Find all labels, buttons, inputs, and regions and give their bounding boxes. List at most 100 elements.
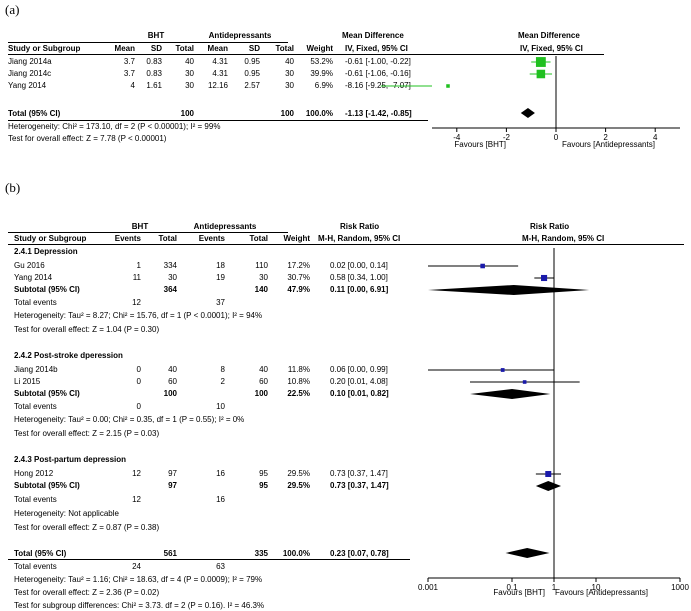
subtotal-diamond xyxy=(428,285,590,295)
study-square xyxy=(446,84,450,88)
study-name: Gu 2016 xyxy=(14,261,45,270)
cell: 0.83 xyxy=(146,57,162,66)
subtotal-label: Subtotal (95% CI) xyxy=(14,481,80,490)
cell: 2 xyxy=(220,377,225,386)
heterogeneity-text: Heterogeneity: Chi² = 173.10, df = 2 (P … xyxy=(8,122,221,131)
cell: -1.13 [-1.42, -0.85] xyxy=(345,109,412,118)
cell: 11 xyxy=(132,273,141,282)
x-tick-label: 0 xyxy=(554,133,559,142)
rr-method-header: M-H, Random, 95% CI xyxy=(318,234,401,243)
cell: 97 xyxy=(168,481,177,490)
overall-effect-text: Test for overall effect: Z = 1.04 (P = 0… xyxy=(14,325,160,334)
cell: 100 xyxy=(163,389,177,398)
study-square xyxy=(545,471,552,477)
cell: 0.73 [0.37, 1.47] xyxy=(330,481,389,490)
cell: 1.61 xyxy=(146,81,162,90)
cell: -8.16 [-9.25, -7.07] xyxy=(345,81,411,90)
cell: 0.20 [0.01, 4.08] xyxy=(330,377,388,386)
group1-header: BHT xyxy=(147,31,165,40)
cell: 10.8% xyxy=(287,377,310,386)
cell: 24 xyxy=(132,562,141,571)
cell: 0.95 xyxy=(244,69,260,78)
cell: 4.31 xyxy=(212,69,228,78)
events-label: Total events xyxy=(14,495,57,504)
cell: 19 xyxy=(216,273,225,282)
study-square xyxy=(535,57,546,67)
subtotal-diamond xyxy=(535,481,562,491)
cell: 12 xyxy=(132,495,141,504)
cell: 30 xyxy=(168,273,177,282)
study-name: Yang 2014 xyxy=(14,273,53,282)
weight-header: Weight xyxy=(283,234,310,243)
cell: 60 xyxy=(168,377,177,386)
cell: 30 xyxy=(259,273,268,282)
x-tick-label: 4 xyxy=(653,133,658,142)
cell: 39.9% xyxy=(310,69,333,78)
cell: 29.5% xyxy=(287,469,310,478)
cell: 0.02 [0.00, 0.14] xyxy=(330,261,388,270)
heterogeneity-text: Heterogeneity: Tau² = 1.16; Chi² = 18.63… xyxy=(14,575,263,584)
cell: 0.10 [0.01, 0.82] xyxy=(330,389,389,398)
x-tick-label: 2 xyxy=(603,133,608,142)
cell: 110 xyxy=(255,261,268,270)
cell: 0 xyxy=(136,365,141,374)
rr-col-header: Risk Ratio xyxy=(340,222,380,231)
cell: 63 xyxy=(216,562,225,571)
subtotal-label: Subtotal (95% CI) xyxy=(14,285,80,294)
x-tick-label: 1000 xyxy=(671,583,689,592)
study-name: Jiang 2014a xyxy=(8,57,52,66)
plot-method: IV, Fixed, 95% CI xyxy=(520,44,583,53)
cell: 30 xyxy=(185,69,194,78)
cell: 12 xyxy=(132,469,141,478)
cell: 0.11 [0.00, 6.91] xyxy=(330,285,389,294)
cell: 0 xyxy=(136,402,141,411)
pooled-diamond xyxy=(520,108,535,118)
cell: 53.2% xyxy=(310,57,333,66)
events-label: Total events xyxy=(14,402,57,411)
cell: 4 xyxy=(130,81,135,90)
study-name: Hong 2012 xyxy=(14,469,54,478)
cell: 3.7 xyxy=(123,57,135,66)
study-name: Li 2015 xyxy=(14,377,41,386)
md-method-header: IV, Fixed, 95% CI xyxy=(345,44,408,53)
total-label: Total (95% CI) xyxy=(14,549,67,558)
study-name: Yang 2014 xyxy=(8,81,47,90)
cell: 0.06 [0.00, 0.99] xyxy=(330,365,388,374)
total2-header: Total xyxy=(249,234,268,243)
study-square xyxy=(480,263,485,269)
mean1-header: Mean xyxy=(114,44,135,53)
cell: 6.9% xyxy=(314,81,333,90)
events1-header: Events xyxy=(114,234,141,243)
x-tick-label: 0.001 xyxy=(418,583,439,592)
study-name: Jiang 2014b xyxy=(14,365,58,374)
plot-title: Mean Difference xyxy=(518,31,580,40)
cell: 30.7% xyxy=(287,273,310,282)
sd2-header: SD xyxy=(248,44,260,53)
cell: -0.61 [-1.06, -0.16] xyxy=(345,69,411,78)
study-square xyxy=(541,274,548,282)
total-label: Total (95% CI) xyxy=(8,109,61,118)
overall-effect-text: Test for overall effect: Z = 7.78 (P < 0… xyxy=(8,134,167,143)
x-tick-label: 0.1 xyxy=(506,583,518,592)
cell: 16 xyxy=(216,495,225,504)
cell: 0.58 [0.34, 1.00] xyxy=(330,273,388,282)
plot-title: Risk Ratio xyxy=(530,222,570,231)
cell: 40 xyxy=(285,57,294,66)
favours-right: Favours [Antidepressants] xyxy=(555,588,648,597)
cell: 100.0% xyxy=(305,109,333,118)
overall-effect-text: Test for overall effect: Z = 2.36 (P = 0… xyxy=(14,588,160,597)
study-header: Study or Subgroup xyxy=(14,234,87,243)
cell: 95 xyxy=(259,469,268,478)
overall-effect-text: Test for overall effect: Z = 0.87 (P = 0… xyxy=(14,523,160,532)
cell: 0 xyxy=(136,377,141,386)
cell: 561 xyxy=(163,549,177,558)
heterogeneity-text: Heterogeneity: Not applicable xyxy=(14,509,119,518)
panel-a-label: (a) xyxy=(5,2,20,17)
cell: 4.31 xyxy=(212,57,228,66)
cell: 2.57 xyxy=(244,81,260,90)
cell: 30 xyxy=(185,81,194,90)
cell: 100.0% xyxy=(282,549,310,558)
subtotal-label: Subtotal (95% CI) xyxy=(14,389,80,398)
cell: 22.5% xyxy=(287,389,310,398)
